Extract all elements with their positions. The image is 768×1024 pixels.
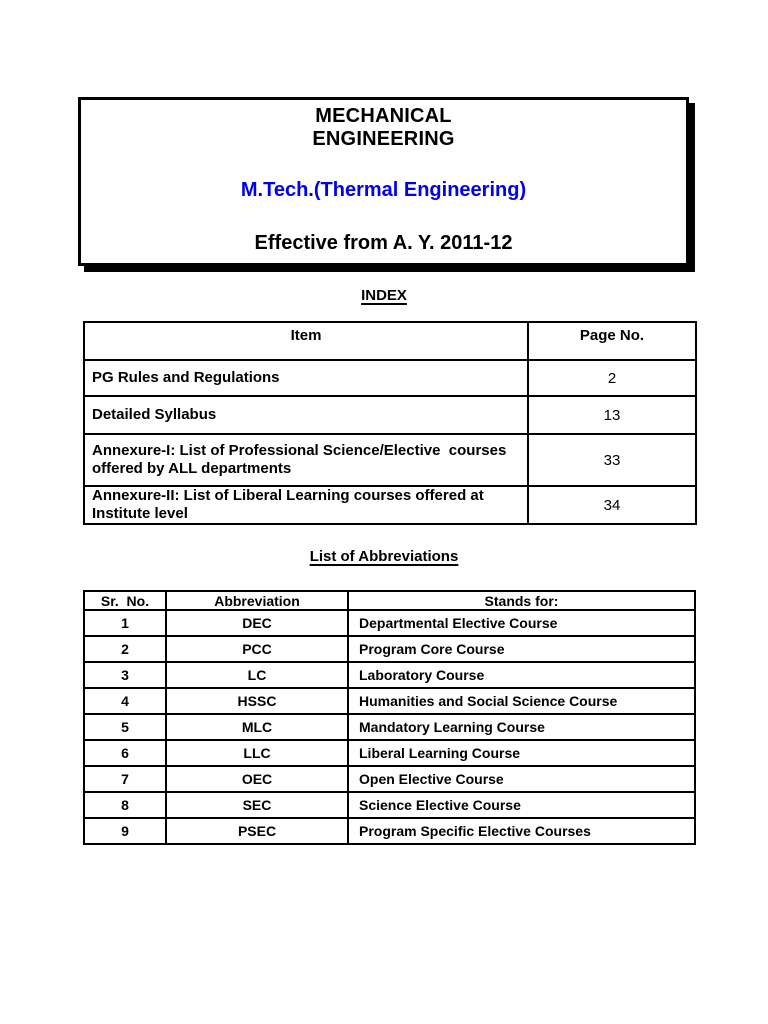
- index-item: Annexure-I: List of Professional Science…: [83, 433, 529, 487]
- table-row: 3 LC Laboratory Course: [83, 661, 696, 689]
- abbr-stands-for: Program Specific Elective Courses: [347, 817, 696, 845]
- index-table: Item Page No. PG Rules and Regulations 2…: [83, 321, 697, 525]
- index-header-row: Item Page No.: [83, 321, 697, 361]
- table-row: 2 PCC Program Core Course: [83, 635, 696, 663]
- abbr-sr-no: 2: [83, 635, 167, 663]
- abbreviations-heading: List of Abbreviations: [309, 548, 459, 565]
- table-row: 7 OEC Open Elective Course: [83, 765, 696, 793]
- abbr-col-header-sr-no: Sr. No.: [83, 590, 167, 611]
- abbreviations-table: Sr. No. Abbreviation Stands for: 1 DEC D…: [83, 590, 696, 845]
- abbr-code: PSEC: [165, 817, 349, 845]
- table-row: 9 PSEC Program Specific Elective Courses: [83, 817, 696, 845]
- index-col-header-item: Item: [83, 321, 529, 361]
- abbr-code: LLC: [165, 739, 349, 767]
- index-col-header-page: Page No.: [527, 321, 697, 361]
- abbr-code: MLC: [165, 713, 349, 741]
- abbr-stands-for: Laboratory Course: [347, 661, 696, 689]
- abbr-col-header-stands-for: Stands for:: [347, 590, 696, 611]
- abbr-sr-no: 1: [83, 609, 167, 637]
- abbr-code: HSSC: [165, 687, 349, 715]
- abbr-stands-for: Mandatory Learning Course: [347, 713, 696, 741]
- abbr-code: DEC: [165, 609, 349, 637]
- effective-year-line: Effective from A. Y. 2011-12: [254, 232, 513, 254]
- abbr-sr-no: 9: [83, 817, 167, 845]
- abbr-code: SEC: [165, 791, 349, 819]
- table-row: Annexure-II: List of Liberal Learning co…: [83, 485, 697, 525]
- index-page-number: 33: [527, 433, 697, 487]
- department-title-line1: MECHANICAL: [315, 105, 452, 127]
- abbr-sr-no: 4: [83, 687, 167, 715]
- abbr-col-header-abbreviation: Abbreviation: [165, 590, 349, 611]
- index-item: Annexure-II: List of Liberal Learning co…: [83, 485, 529, 525]
- abbr-stands-for: Liberal Learning Course: [347, 739, 696, 767]
- index-heading: INDEX: [361, 287, 407, 304]
- abbr-sr-no: 3: [83, 661, 167, 689]
- table-row: Detailed Syllabus 13: [83, 395, 697, 435]
- abbr-sr-no: 6: [83, 739, 167, 767]
- department-title-line2: ENGINEERING: [312, 128, 455, 150]
- abbr-sr-no: 8: [83, 791, 167, 819]
- abbr-code: OEC: [165, 765, 349, 793]
- table-row: PG Rules and Regulations 2: [83, 359, 697, 397]
- index-item: PG Rules and Regulations: [83, 359, 529, 397]
- abbr-stands-for: Open Elective Course: [347, 765, 696, 793]
- title-box: MECHANICAL ENGINEERING M.Tech.(Thermal E…: [78, 97, 689, 266]
- index-page-number: 34: [527, 485, 697, 525]
- abbr-sr-no: 5: [83, 713, 167, 741]
- table-row: 1 DEC Departmental Elective Course: [83, 609, 696, 637]
- abbr-stands-for: Departmental Elective Course: [347, 609, 696, 637]
- abbr-code: PCC: [165, 635, 349, 663]
- index-page-number: 13: [527, 395, 697, 435]
- table-row: 8 SEC Science Elective Course: [83, 791, 696, 819]
- table-row: Annexure-I: List of Professional Science…: [83, 433, 697, 487]
- abbreviations-header-row: Sr. No. Abbreviation Stands for:: [83, 590, 696, 611]
- abbr-code: LC: [165, 661, 349, 689]
- index-item: Detailed Syllabus: [83, 395, 529, 435]
- abbr-stands-for: Humanities and Social Science Course: [347, 687, 696, 715]
- table-row: 6 LLC Liberal Learning Course: [83, 739, 696, 767]
- abbr-stands-for: Program Core Course: [347, 635, 696, 663]
- abbr-sr-no: 7: [83, 765, 167, 793]
- table-row: 5 MLC Mandatory Learning Course: [83, 713, 696, 741]
- index-page-number: 2: [527, 359, 697, 397]
- program-title: M.Tech.(Thermal Engineering): [240, 179, 527, 201]
- table-row: 4 HSSC Humanities and Social Science Cou…: [83, 687, 696, 715]
- abbr-stands-for: Science Elective Course: [347, 791, 696, 819]
